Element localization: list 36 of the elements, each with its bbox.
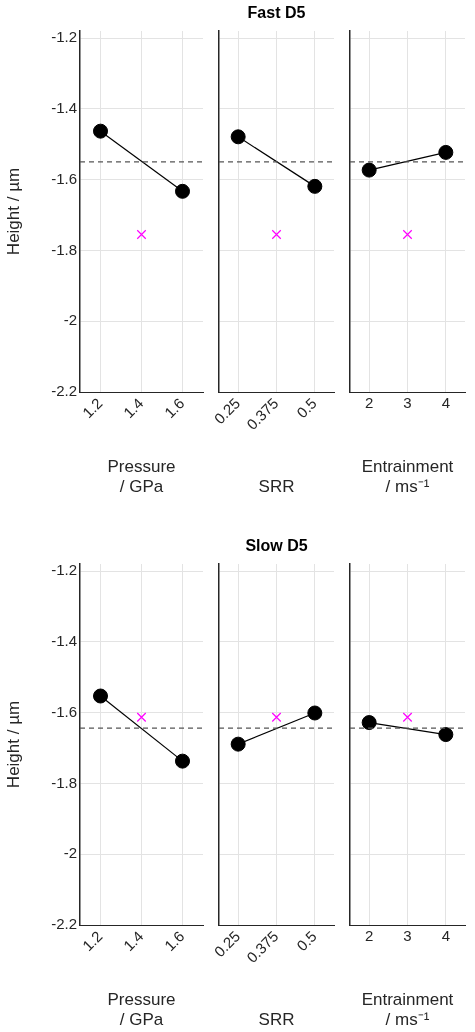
x-tick-label: 0.5 [293, 927, 320, 955]
x-axis-title: Pressure / GPa [107, 457, 176, 497]
x-tick-label: 1.4 [119, 394, 147, 422]
x-axis-title: Entrainment / ms⁻¹ [361, 457, 454, 497]
y-tick-label: -2.2 [51, 915, 77, 933]
x-tick-label: 1.6 [160, 927, 188, 955]
x-tick-label: 0.5 [293, 394, 320, 422]
y-tick-label: -1.8 [51, 773, 77, 791]
y-tick-label: -2 [63, 311, 77, 329]
x-tick-label: 1.4 [119, 927, 147, 955]
y-axis-title: Height / µm [3, 167, 23, 256]
x-axis-title: SRR [258, 1010, 295, 1030]
y-tick-label: -2 [63, 844, 77, 862]
x-tick-label: 3 [403, 394, 412, 412]
x-tick-label: 2 [364, 927, 374, 945]
x-axis-title: Pressure / GPa [107, 990, 176, 1030]
chart-title: Fast D5 [246, 4, 307, 22]
x-axis-title: Entrainment / ms⁻¹ [361, 990, 454, 1030]
y-tick-label: -1.6 [51, 169, 77, 187]
x-tick-label: 2 [364, 394, 374, 412]
x-axis-title: SRR [258, 477, 295, 497]
y-axis-title: Height / µm [3, 700, 23, 789]
x-tick-label: 3 [403, 927, 412, 945]
y-tick-label: -1.4 [51, 99, 77, 116]
y-tick-label: -1.6 [51, 702, 77, 720]
y-tick-label: -2.2 [51, 382, 77, 400]
y-tick-label: -1.4 [51, 632, 77, 649]
chart-title: Slow D5 [244, 537, 309, 555]
x-tick-label: 1.2 [78, 927, 106, 955]
x-tick-label: 1.6 [160, 394, 188, 422]
x-tick-label: 4 [441, 927, 451, 945]
y-tick-label: -1.2 [51, 561, 77, 579]
x-tick-label: 4 [441, 394, 451, 412]
y-tick-label: -1.8 [51, 240, 77, 258]
y-tick-label: -1.2 [51, 28, 77, 46]
x-tick-label: 1.2 [78, 394, 106, 422]
